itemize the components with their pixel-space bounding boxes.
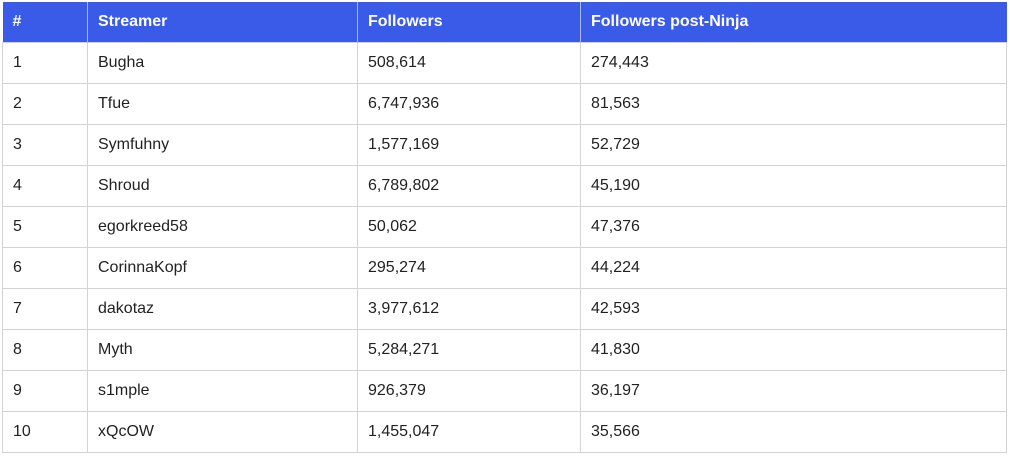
header-followers: Followers [357,2,581,42]
streamer-cell: Tfue [87,82,358,125]
followers-cell: 295,274 [357,246,581,289]
header-row: # Streamer Followers Followers post-Ninj… [2,2,1007,42]
rank-cell: 10 [2,410,88,453]
followers-post-ninja-cell: 45,190 [580,164,1007,207]
table-row: 9 s1mple 926,379 36,197 [2,369,1007,412]
table-row: 3 Symfuhny 1,577,169 52,729 [2,123,1007,166]
followers-cell: 5,284,271 [357,328,581,371]
followers-cell: 6,789,802 [357,164,581,207]
rank-cell: 6 [2,246,88,289]
followers-cell: 6,747,936 [357,82,581,125]
followers-post-ninja-cell: 274,443 [580,41,1007,84]
followers-cell: 1,455,047 [357,410,581,453]
rank-cell: 2 [2,82,88,125]
followers-cell: 508,614 [357,41,581,84]
streamer-cell: Bugha [87,41,358,84]
rank-cell: 1 [2,41,88,84]
streamer-cell: Shroud [87,164,358,207]
followers-post-ninja-cell: 36,197 [580,369,1007,412]
rank-cell: 3 [2,123,88,166]
rank-cell: 4 [2,164,88,207]
table-row: 10 xQcOW 1,455,047 35,566 [2,410,1007,453]
table-header: # Streamer Followers Followers post-Ninj… [2,2,1007,42]
table-row: 6 CorinnaKopf 295,274 44,224 [2,246,1007,289]
followers-cell: 50,062 [357,205,581,248]
followers-post-ninja-cell: 42,593 [580,287,1007,330]
table-row: 1 Bugha 508,614 274,443 [2,41,1007,84]
streamer-cell: CorinnaKopf [87,246,358,289]
followers-post-ninja-cell: 35,566 [580,410,1007,453]
table-row: 8 Myth 5,284,271 41,830 [2,328,1007,371]
streamer-cell: Symfuhny [87,123,358,166]
table-row: 7 dakotaz 3,977,612 42,593 [2,287,1007,330]
rank-cell: 5 [2,205,88,248]
table-row: 4 Shroud 6,789,802 45,190 [2,164,1007,207]
followers-cell: 1,577,169 [357,123,581,166]
rank-cell: 9 [2,369,88,412]
followers-post-ninja-cell: 47,376 [580,205,1007,248]
followers-post-ninja-cell: 52,729 [580,123,1007,166]
streamer-cell: egorkreed58 [87,205,358,248]
header-followers-post-ninja: Followers post-Ninja [580,2,1007,42]
followers-post-ninja-cell: 44,224 [580,246,1007,289]
followers-post-ninja-cell: 81,563 [580,82,1007,125]
rank-cell: 8 [2,328,88,371]
streamer-cell: xQcOW [87,410,358,453]
streamer-cell: s1mple [87,369,358,412]
table-row: 2 Tfue 6,747,936 81,563 [2,82,1007,125]
followers-cell: 3,977,612 [357,287,581,330]
header-rank: # [2,2,88,42]
table-row: 5 egorkreed58 50,062 47,376 [2,205,1007,248]
followers-post-ninja-cell: 41,830 [580,328,1007,371]
streamer-cell: Myth [87,328,358,371]
table-body: 1 Bugha 508,614 274,443 2 Tfue 6,747,936… [2,41,1007,453]
header-streamer: Streamer [87,2,358,42]
streamer-cell: dakotaz [87,287,358,330]
rank-cell: 7 [2,287,88,330]
followers-cell: 926,379 [357,369,581,412]
